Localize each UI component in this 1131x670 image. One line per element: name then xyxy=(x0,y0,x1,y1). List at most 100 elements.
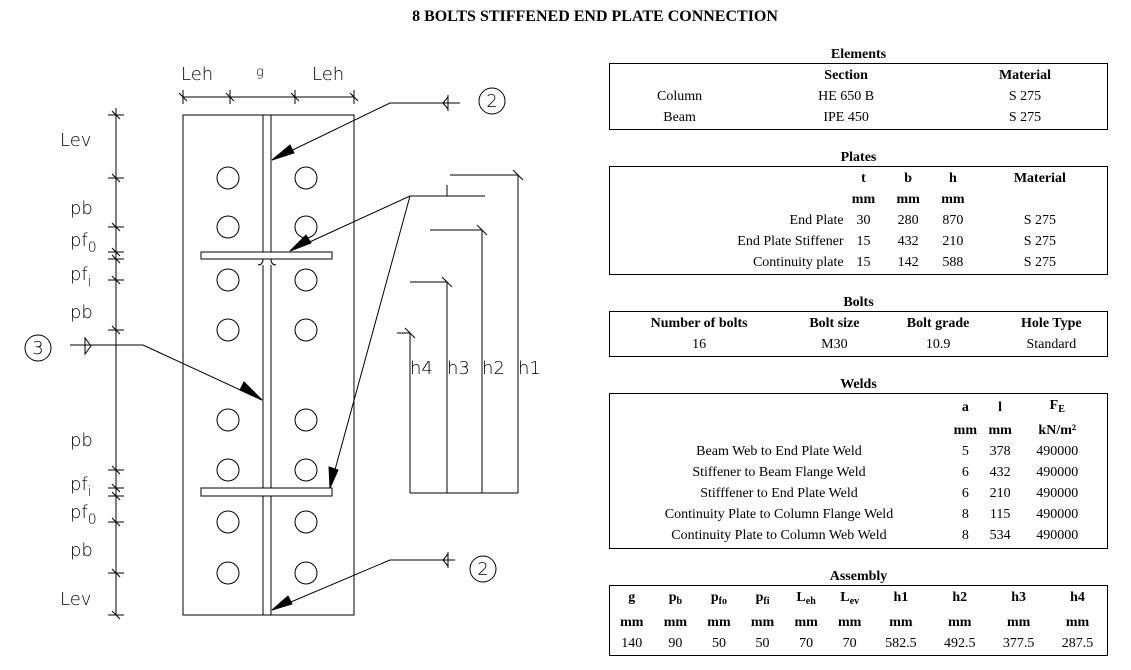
table-row: Continuity plate 15 142 588 S 275 xyxy=(752,255,1057,270)
bottom-stiffener xyxy=(200,487,333,497)
marker-weld-top: 2 xyxy=(486,91,497,112)
dimension-tick xyxy=(108,517,124,527)
plates-title: Plates xyxy=(840,150,877,165)
dimension-tick xyxy=(108,610,124,620)
unit: mm xyxy=(750,615,775,630)
top-dimension xyxy=(178,90,359,104)
bolts-section: Bolts Number of bolts Bolt size Bolt grade… xyxy=(609,294,1108,357)
bolt-hole xyxy=(294,268,318,292)
bolt-hole xyxy=(216,510,240,534)
value: 70 xyxy=(842,636,857,651)
unit: mm xyxy=(794,615,818,630)
bolt-hole xyxy=(294,408,318,432)
connection-drawing: 2 2 3 Leh g Leh Lev pb pf0 pfi pb pb pfi… xyxy=(24,64,541,620)
value: 90 xyxy=(668,636,683,651)
dimension-tick xyxy=(108,110,124,120)
value: 377.5 xyxy=(1002,636,1035,651)
table-row: Beam IPE 450 S 275 xyxy=(663,110,1042,125)
bolt-hole xyxy=(216,408,240,432)
unit: mm xyxy=(948,615,972,630)
unit: mm xyxy=(707,615,731,630)
dimension-tick xyxy=(108,222,124,232)
dimension-tick xyxy=(108,173,124,183)
table-row: 16 M30 10.9 Standard xyxy=(692,337,1077,352)
table-row: Stifffener to End Plate Weld 6 210 490000 xyxy=(700,486,1079,501)
end-plate xyxy=(182,114,355,616)
welds-title: Welds xyxy=(840,377,877,392)
label-h2: h2 xyxy=(482,358,505,379)
col-header: Material xyxy=(998,68,1052,83)
table-row: Stiffener to Beam Flange Weld 6 432 490000 xyxy=(692,465,1079,480)
plates-section: Plates t b h Material mm mm mm End Plate 30 280… xyxy=(609,149,1108,275)
label-pb: pb xyxy=(70,540,93,561)
assembly-table: g pb pfo pfi Leh Lev h1 h2 h3 h4 mm mm mm mm mm mm mm mm m… xyxy=(610,587,1107,654)
bolt-hole xyxy=(294,561,318,585)
table-row: 140 90 50 50 70 70 582.5 492.5 377.5 287.5 xyxy=(610,633,1107,654)
bolt-hole xyxy=(216,561,240,585)
marker-circles xyxy=(24,87,506,583)
label-h1: h1 xyxy=(518,358,541,379)
label-leh-left: Leh xyxy=(181,64,213,85)
label-pb: pb xyxy=(70,198,93,219)
dimension-tick xyxy=(108,325,124,335)
value: 50 xyxy=(711,636,726,651)
col-header: h2 xyxy=(952,590,968,605)
label-h3: h3 xyxy=(447,358,470,379)
bolt-hole xyxy=(294,166,318,190)
bolt-hole xyxy=(216,458,240,482)
welds-section: Welds a l FE mm mm kN/m² Beam Web to End Pla… xyxy=(609,376,1108,549)
bolt-hole xyxy=(294,318,318,342)
unit: mm xyxy=(1006,615,1031,630)
table-row: Continuity Plate to Column Web Weld 8 534 4… xyxy=(671,528,1079,543)
bolt-hole xyxy=(216,268,240,292)
weld-leaders xyxy=(70,95,485,611)
label-pf0-bottom: pf0 xyxy=(70,502,97,528)
value: 492.5 xyxy=(944,636,976,651)
page-title: 8 BOLTS STIFFENED END PLATE CONNECTION xyxy=(412,8,778,25)
dimension-tick xyxy=(108,465,124,475)
col-header: pfi xyxy=(755,590,770,607)
col-header: h3 xyxy=(1011,590,1027,605)
label-lev-top: Lev xyxy=(60,130,91,151)
dimension-tick xyxy=(108,568,124,578)
label-pf0-top: pf0 xyxy=(70,230,97,256)
unit: mm xyxy=(889,615,913,630)
table-row: Beam Web to End Plate Weld 5 378 490000 xyxy=(696,444,1079,459)
unit: mm xyxy=(620,615,644,630)
dimension-tick xyxy=(108,483,124,493)
col-header: g xyxy=(628,590,636,605)
col-header: pfo xyxy=(710,590,728,607)
col-header: h1 xyxy=(893,590,909,605)
col-header: Section xyxy=(824,68,868,83)
table-row: End Plate Stiffener 15 432 210 S 275 xyxy=(737,234,1057,249)
label-h4: h4 xyxy=(410,358,433,379)
elements-title: Elements xyxy=(830,47,887,62)
assembly-title: Assembly xyxy=(829,569,888,584)
col-header: Leh xyxy=(796,590,816,607)
bolt-hole xyxy=(216,166,240,190)
bolt-hole xyxy=(294,510,318,534)
height-dimensions xyxy=(397,169,524,494)
unit: mm xyxy=(1065,615,1090,630)
bolt-hole xyxy=(216,215,240,239)
marker-weld-bottom: 2 xyxy=(477,559,488,580)
col-header: Lev xyxy=(840,590,860,607)
label-leh-right: Leh xyxy=(312,64,344,85)
beam-web xyxy=(257,115,277,615)
unit: mm xyxy=(663,615,688,630)
value: 140 xyxy=(621,636,643,651)
label-pb: pb xyxy=(70,302,93,323)
col-header: pb xyxy=(668,590,683,607)
plates-table: t b h Material mm mm mm End Plate 30 280 870 S 27… xyxy=(610,168,1107,273)
dimension-tick xyxy=(108,254,124,264)
table-row: Continuity Plate to Column Flange Weld 8 1… xyxy=(664,507,1079,522)
bolt-holes xyxy=(216,166,318,585)
welds-table: a l FE mm mm kN/m² Beam Web to End Plate Wel… xyxy=(610,395,1107,546)
dimension-tick xyxy=(108,491,124,501)
bolts-title: Bolts xyxy=(843,295,874,310)
bolt-hole xyxy=(216,318,240,342)
value: 582.5 xyxy=(885,636,917,651)
label-pfi-bottom: pfi xyxy=(70,474,92,500)
